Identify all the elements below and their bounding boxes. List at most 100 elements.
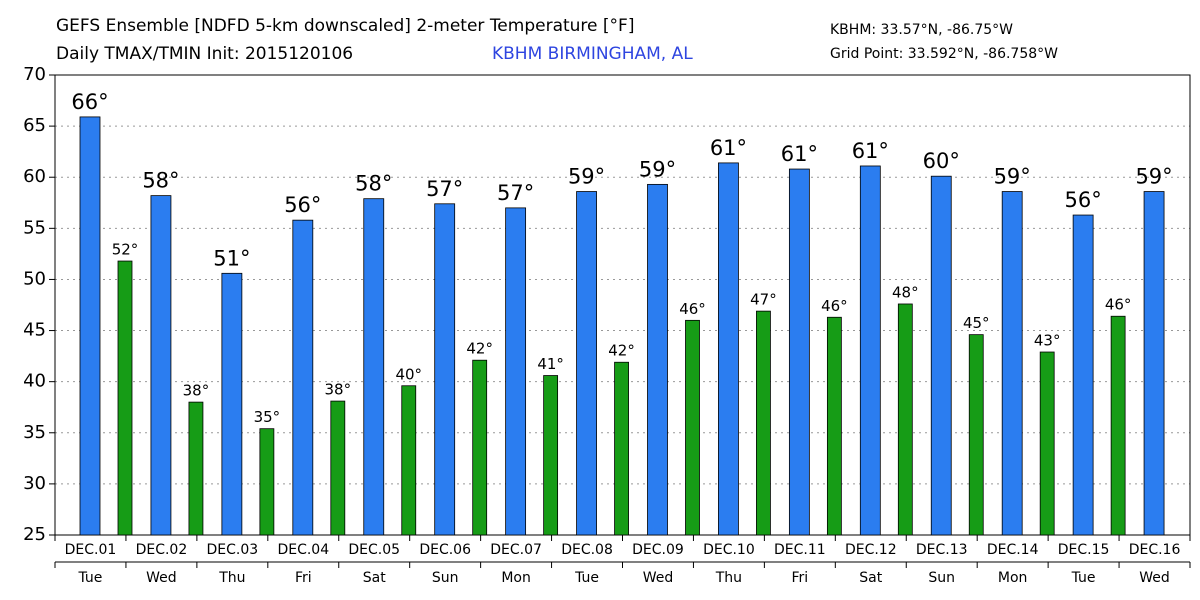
bar	[292, 219, 314, 536]
bar	[897, 303, 913, 536]
bar	[543, 375, 559, 536]
bar	[1072, 214, 1094, 536]
y-tick-label: 60	[23, 166, 46, 187]
x-tick-label: DEC.07	[490, 542, 542, 558]
value-label: 59°	[994, 165, 1031, 189]
bar	[718, 162, 739, 536]
x-tick-label: DEC.09	[632, 542, 684, 558]
value-label: 43°	[1034, 332, 1061, 350]
grid-point-coords: Grid Point: 33.592°N, -86.758°W	[830, 46, 1058, 62]
weekday-label: Tue	[1071, 570, 1096, 586]
weekday-label: Mon	[501, 570, 531, 586]
bar	[117, 260, 133, 536]
bar	[401, 385, 417, 536]
value-label: 42°	[466, 340, 493, 358]
value-label: 46°	[1105, 296, 1132, 314]
bar	[1039, 351, 1055, 536]
bar	[1143, 191, 1165, 536]
bar	[472, 359, 488, 536]
value-label: 52°	[112, 241, 139, 259]
weekday-label: Sat	[859, 570, 882, 586]
value-label: 61°	[710, 136, 747, 160]
bar	[859, 165, 881, 536]
bar	[576, 191, 597, 536]
y-tick-label: 50	[23, 268, 46, 289]
bar	[1110, 315, 1126, 536]
value-label: 61°	[852, 139, 889, 163]
x-tick-label: DEC.11	[774, 542, 826, 558]
y-tick-label: 70	[23, 64, 46, 85]
y-tick-label: 25	[23, 524, 46, 545]
weekday-label: Wed	[1139, 570, 1170, 586]
weekday-label: Sun	[928, 570, 955, 586]
x-tick-label: DEC.15	[1058, 542, 1110, 558]
weekday-label: Tue	[574, 570, 599, 586]
value-label: 40°	[395, 365, 422, 383]
value-label: 42°	[608, 342, 635, 360]
bar	[968, 334, 984, 536]
x-tick-label: DEC.02	[136, 542, 188, 558]
x-tick-label: DEC.06	[419, 542, 471, 558]
bar	[756, 310, 771, 536]
weekday-label: Sat	[363, 570, 386, 586]
y-tick-label: 35	[23, 422, 46, 443]
weekday-label: Thu	[218, 570, 245, 586]
value-label: 58°	[142, 169, 179, 193]
bar	[363, 198, 385, 536]
y-tick-label: 65	[23, 115, 46, 136]
value-label: 58°	[355, 172, 392, 196]
location: KBHM BIRMINGHAM, AL	[492, 44, 693, 64]
value-label: 38°	[183, 382, 210, 400]
weekday-label: Thu	[715, 570, 742, 586]
y-tick-label: 45	[23, 320, 46, 341]
value-label: 46°	[679, 300, 706, 318]
bar	[647, 183, 668, 536]
value-label: 48°	[892, 283, 919, 301]
chart-subtitle: Daily TMAX/TMIN Init: 2015120106	[56, 44, 353, 64]
value-label: 47°	[750, 291, 777, 309]
value-label: 66°	[71, 90, 108, 114]
bar	[434, 203, 456, 536]
value-label: 45°	[963, 314, 990, 332]
value-label: 59°	[639, 157, 676, 181]
x-tick-label: DEC.03	[207, 542, 259, 558]
value-label: 59°	[568, 165, 605, 189]
value-label: 46°	[821, 297, 848, 315]
value-label: 41°	[537, 355, 564, 373]
x-tick-label: DEC.14	[987, 542, 1039, 558]
chart-title: GEFS Ensemble [NDFD 5-km downscaled] 2-m…	[56, 16, 634, 36]
bar	[1001, 191, 1023, 536]
bar	[221, 272, 243, 536]
x-tick-label: DEC.12	[845, 542, 897, 558]
bar	[150, 195, 172, 536]
x-tick-label: DEC.08	[561, 542, 613, 558]
value-label: 38°	[325, 381, 352, 399]
bar	[330, 400, 346, 536]
x-tick-label: DEC.05	[348, 542, 400, 558]
weekday-label: Tue	[78, 570, 103, 586]
value-label: 51°	[213, 246, 250, 270]
weekday-label: Fri	[792, 570, 809, 586]
value-label: 59°	[1135, 165, 1172, 189]
bar	[930, 175, 952, 536]
x-tick-label: DEC.16	[1129, 542, 1181, 558]
value-label: 56°	[284, 193, 321, 217]
weekday-label: Sun	[432, 570, 459, 586]
x-tick-label: DEC.10	[703, 542, 755, 558]
y-tick-label: 40	[23, 371, 46, 392]
weekday-label: Fri	[295, 570, 312, 586]
bar	[79, 116, 101, 536]
bar	[826, 316, 842, 536]
value-label: 57°	[497, 181, 534, 205]
bar	[614, 361, 629, 536]
value-label: 60°	[923, 149, 960, 173]
bar	[505, 207, 527, 536]
bar	[259, 428, 275, 536]
x-tick-label: DEC.13	[916, 542, 968, 558]
value-label: 35°	[254, 408, 281, 426]
bar	[685, 319, 700, 536]
weekday-label: Wed	[146, 570, 177, 586]
bar	[788, 168, 810, 536]
bar	[188, 401, 204, 536]
